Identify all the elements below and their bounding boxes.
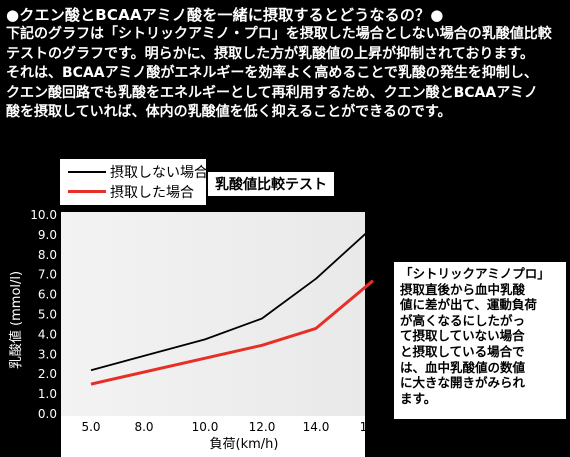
y-tick-label: 0.0: [38, 407, 57, 421]
series-line-not-taken: [90, 226, 374, 372]
y-tick-label: 1.0: [38, 387, 57, 401]
y-tick-label: 8.0: [38, 248, 57, 262]
annotation-line: ます。: [400, 390, 437, 406]
legend-label: 摂取した場合: [110, 185, 194, 201]
x-tick-label: 8.0: [134, 420, 153, 434]
annotation-pointer: [365, 310, 395, 339]
x-axis-band: [61, 416, 365, 457]
y-tick-label: 4.0: [38, 327, 57, 341]
y-tick-label: 10.0: [30, 208, 57, 222]
legend-label: 摂取しない場合: [110, 165, 208, 181]
annotation-line: 「シトリックアミノプロ」: [400, 266, 550, 281]
annotation-line: と摂取している場合で: [400, 343, 525, 359]
legend-item-taken: 摂取した場合: [68, 182, 206, 202]
description-line: テストのグラフです。明らかに、摂取した方が乳酸値の上昇が抑制されております。: [6, 45, 534, 62]
description-line: クエン酸回路でも乳酸をエネルギーとして再利用するため、クエン酸とBCAAアミノ: [6, 84, 538, 101]
legend: 摂取しない場合 摂取した場合: [60, 159, 208, 205]
y-tick-label: 9.0: [38, 228, 57, 242]
chart-title: 乳酸値比較テスト: [208, 172, 334, 196]
annotation-line: に大きな開きがみられ: [400, 375, 526, 391]
y-tick-label: 6.0: [38, 288, 57, 302]
x-tick-label: 5.0: [81, 420, 100, 434]
y-tick-label: 3.0: [38, 347, 57, 361]
legend-swatch-red: [68, 190, 106, 193]
legend-swatch-black: [68, 171, 106, 173]
x-tick-label: 14.0: [303, 420, 330, 434]
x-tick-label: 16.0: [360, 420, 387, 434]
annotation-line: 摂取直後から血中乳酸: [400, 281, 526, 297]
description-line: 酸を摂取していれば、体内の乳酸値を低く抑えることができるのです。: [6, 104, 452, 120]
series-line-taken: [90, 279, 374, 386]
description-line: それは、BCAAアミノ酸がエネルギーを効率よく高めることで乳酸の発生を抑制し、: [6, 65, 538, 81]
y-tick-label: 5.0: [38, 308, 57, 322]
y-tick-label: 2.0: [38, 367, 57, 381]
y-axis-label: 乳酸値 (mmol/l): [8, 271, 24, 369]
x-tick-label: 10.0: [192, 420, 219, 434]
annotation-line: て摂取していない場合: [400, 328, 525, 344]
plot-area: [61, 212, 365, 416]
annotation-line: が高くなるにしたがっ: [400, 312, 526, 328]
description-line: 下記のグラフは「シトリックアミノ・プロ」を摂取した場合としない場合の乳酸値比較: [6, 26, 552, 42]
annotation-box: 「シトリックアミノプロ」 摂取直後から血中乳酸 値に差が出て、運動負荷 が高くな…: [394, 262, 566, 419]
annotation-line: 値に差が出て、運動負荷: [400, 297, 537, 313]
x-axis-label: 負荷(km/h): [210, 437, 279, 452]
legend-item-not-taken: 摂取しない場合: [68, 162, 208, 182]
x-tick-label: 12.0: [249, 420, 276, 434]
page-heading: ●クエン酸とBCAAアミノ酸を一緒に摂取するとどうなるの？●: [6, 6, 444, 24]
description: 下記のグラフは「シトリックアミノ・プロ」を摂取した場合としない場合の乳酸値比較 …: [6, 25, 566, 123]
y-tick-label: 7.0: [38, 268, 57, 282]
annotation-line: は、血中乳酸値の数値: [400, 359, 526, 375]
